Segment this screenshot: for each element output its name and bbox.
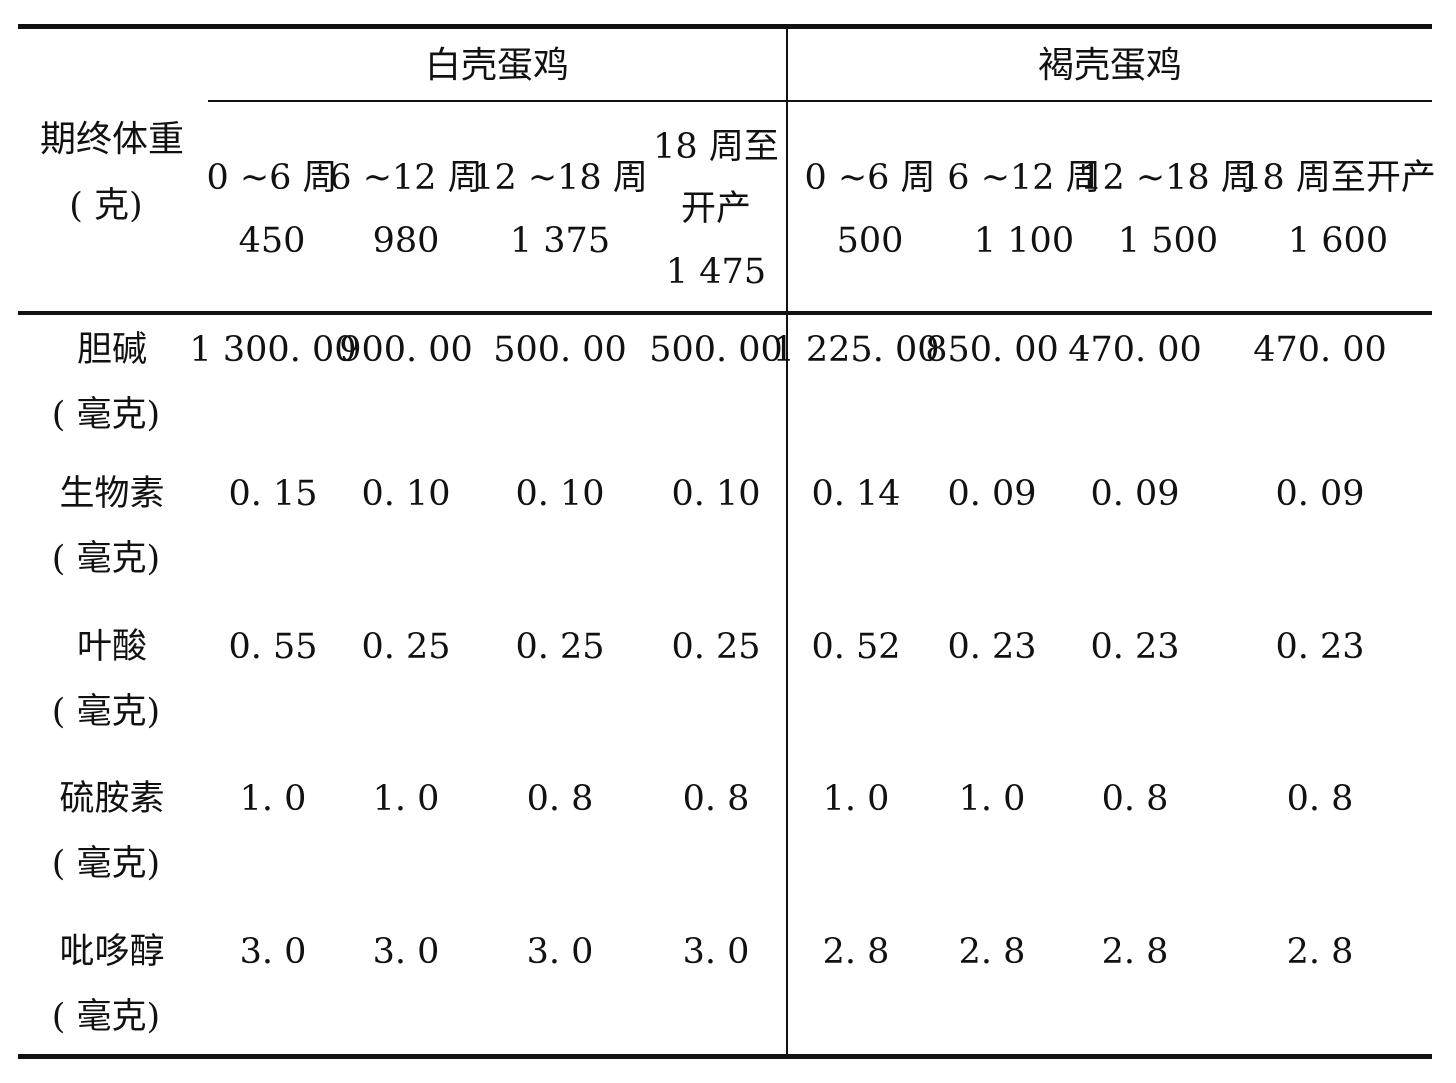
table-cell: 470. 00 <box>1253 330 1387 370</box>
row-label: 硫胺素 <box>59 779 165 819</box>
table-cell: 2. 8 <box>1101 932 1169 972</box>
table-cell: 2. 8 <box>1286 932 1354 972</box>
table-cell: 1. 0 <box>372 779 440 819</box>
table-cell: 0. 25 <box>671 627 761 667</box>
col-period: 12 ~18 周 <box>472 158 648 198</box>
col-period: 0 ~6 周 <box>804 158 936 198</box>
table-cell: 0. 10 <box>361 474 451 514</box>
col-weight: 500 <box>836 221 904 261</box>
table-cell: 0. 09 <box>1275 474 1365 514</box>
table-cell: 0. 8 <box>526 779 594 819</box>
table-cell: 3. 0 <box>526 932 594 972</box>
col-period: 6 ~12 周 <box>947 158 1101 198</box>
table-cell: 0. 8 <box>1286 779 1354 819</box>
table-cell: 3. 0 <box>239 932 307 972</box>
col-weight: 1 100 <box>973 221 1075 261</box>
row-unit: ( 毫克) <box>51 844 161 884</box>
table-cell: 850. 00 <box>925 330 1059 370</box>
table-cell: 0. 8 <box>1101 779 1169 819</box>
table-cell: 0. 23 <box>1275 627 1365 667</box>
table-cell: 0. 23 <box>1090 627 1180 667</box>
stub-header-label: 期终体重 <box>39 119 185 160</box>
row-unit: ( 毫克) <box>51 539 161 579</box>
group-divider <box>786 29 788 1054</box>
col-weight: 1 475 <box>665 252 767 292</box>
col-period: 12 ~18 周 <box>1080 158 1256 198</box>
row-label: 胆碱 <box>76 330 148 370</box>
table-cell: 500. 00 <box>649 330 783 370</box>
table-cell: 0. 23 <box>947 627 1037 667</box>
table-cell: 0. 52 <box>811 627 901 667</box>
row-unit: ( 毫克) <box>51 395 161 435</box>
col-period-line2: 开产 <box>680 189 752 229</box>
top-rule <box>18 24 1432 29</box>
col-weight: 450 <box>238 221 306 261</box>
table-cell: 0. 25 <box>361 627 451 667</box>
bottom-rule <box>18 1054 1432 1059</box>
row-unit: ( 毫克) <box>51 997 161 1037</box>
table-cell: 0. 8 <box>682 779 750 819</box>
group-header-brown-shell: 褐壳蛋鸡 <box>1037 45 1183 86</box>
table-cell: 1. 0 <box>958 779 1026 819</box>
table-cell: 2. 8 <box>958 932 1026 972</box>
col-period: 0 ~6 周 <box>206 158 338 198</box>
table-cell: 0. 55 <box>228 627 318 667</box>
table-cell: 1. 0 <box>822 779 890 819</box>
table-cell: 2. 8 <box>822 932 890 972</box>
table-cell: 0. 09 <box>947 474 1037 514</box>
group-header-white-shell: 白壳蛋鸡 <box>424 45 570 86</box>
group-underline <box>208 100 1432 102</box>
row-label: 叶酸 <box>76 627 148 667</box>
table-cell: 900. 00 <box>339 330 473 370</box>
col-period-line1: 18 周至 <box>653 127 779 167</box>
table-cell: 1 225. 00 <box>772 330 940 370</box>
table-cell: 0. 15 <box>228 474 318 514</box>
table-cell: 3. 0 <box>682 932 750 972</box>
stub-header-unit: ( 克) <box>69 186 143 226</box>
table-cell: 1 300. 00 <box>189 330 357 370</box>
table-cell: 470. 00 <box>1068 330 1202 370</box>
row-unit: ( 毫克) <box>51 692 161 732</box>
table-cell: 500. 00 <box>493 330 627 370</box>
col-weight: 1 500 <box>1117 221 1219 261</box>
table-cell: 0. 14 <box>811 474 901 514</box>
header-bottom-rule <box>18 311 1432 315</box>
row-label: 生物素 <box>59 474 165 514</box>
col-period: 6 ~12 周 <box>329 158 483 198</box>
col-weight: 1 375 <box>509 221 611 261</box>
col-period: 18 周至开产 <box>1240 158 1436 198</box>
table-cell: 1. 0 <box>239 779 307 819</box>
col-weight: 1 600 <box>1287 221 1389 261</box>
table-cell: 0. 25 <box>515 627 605 667</box>
table-cell: 0. 09 <box>1090 474 1180 514</box>
table-cell: 0. 10 <box>515 474 605 514</box>
row-label: 吡哆醇 <box>59 932 165 972</box>
col-weight: 980 <box>372 221 440 261</box>
table-cell: 0. 10 <box>671 474 761 514</box>
table-cell: 3. 0 <box>372 932 440 972</box>
